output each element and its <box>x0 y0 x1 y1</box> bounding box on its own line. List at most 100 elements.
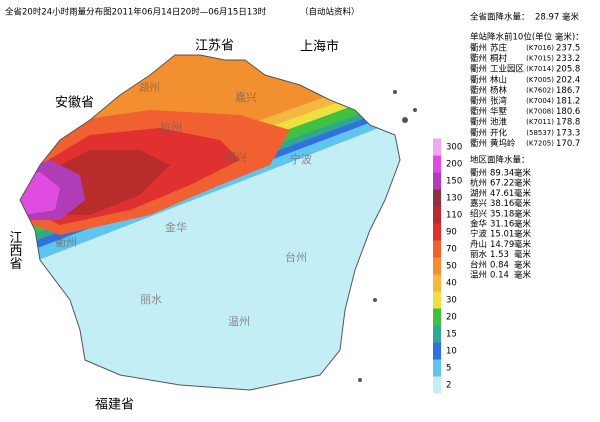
region-unit: 毫米 <box>514 168 532 179</box>
station-id: (K7005) <box>526 76 554 84</box>
station-value: 170.7 <box>556 139 580 149</box>
city-label: 宁波 <box>290 152 312 166</box>
station-city: 衢州 <box>470 85 487 96</box>
city-label: 杭州 <box>160 120 182 134</box>
province-label: 安徽省 <box>55 96 94 111</box>
station-city: 衢州 <box>470 138 487 149</box>
city-label: 温州 <box>228 315 250 328</box>
station-city: 衢州 <box>470 127 487 138</box>
station-city: 衢州 <box>470 74 487 85</box>
city-label: 衢州 <box>55 236 77 249</box>
legend-label: 70 <box>446 245 457 255</box>
station-value: 237.5 <box>556 44 580 54</box>
region-name: 舟山 <box>470 239 487 250</box>
station-value: 178.8 <box>556 118 580 128</box>
legend-label: 300 <box>446 143 462 153</box>
region-name: 嘉兴 <box>470 198 488 209</box>
province-label: 江西省 <box>7 231 23 270</box>
region-name: 衢州 <box>470 168 487 179</box>
station-name: 杨林 <box>490 85 508 96</box>
region-unit: 毫米 <box>514 239 532 250</box>
legend-swatch <box>433 308 441 326</box>
city-label: 嘉兴 <box>235 90 257 104</box>
station-name: 华墅 <box>490 106 508 117</box>
legend-swatch <box>433 223 441 241</box>
station-name: 林山 <box>490 74 507 85</box>
station-value: 180.6 <box>556 107 580 117</box>
station-id: (K7602) <box>526 86 554 94</box>
province-label: 江苏省 <box>195 38 234 54</box>
region-heading: 地区面降水量： <box>470 155 530 166</box>
region-name: 金华 <box>470 219 488 230</box>
legend-label: 20 <box>446 313 457 323</box>
legend-label: 200 <box>446 160 462 170</box>
legend-swatch <box>433 376 441 394</box>
region-unit: 毫米 <box>514 259 532 270</box>
station-value: 205.8 <box>556 65 580 75</box>
legend-label: 150 <box>446 177 462 187</box>
legend-swatch <box>433 240 441 258</box>
city-label: 金华 <box>165 220 187 234</box>
legend-label: 5 <box>446 364 451 374</box>
total-value: 28.97 <box>535 13 559 23</box>
station-name: 开化 <box>490 127 508 138</box>
region-value: 15.01 <box>490 230 514 240</box>
city-label: 台州 <box>285 250 307 264</box>
region-unit: 毫米 <box>514 198 532 209</box>
station-id: (K7004) <box>526 97 554 105</box>
legend-swatch <box>433 155 441 173</box>
station-id: (K7011) <box>526 118 554 126</box>
legend-swatch <box>433 274 441 292</box>
region-value: 0.84 <box>490 260 509 270</box>
islands <box>358 90 417 382</box>
region-unit: 毫米 <box>514 219 532 230</box>
station-city: 衢州 <box>470 64 487 75</box>
legend-swatch <box>433 325 441 343</box>
station-id: (K7014) <box>526 65 554 73</box>
region-value: 31.16 <box>490 220 514 230</box>
region-name: 绍兴 <box>470 208 488 219</box>
legend-label: 130 <box>446 194 462 204</box>
station-value: 181.2 <box>556 97 580 107</box>
city-label: 绍兴 <box>225 150 247 164</box>
legend-swatch <box>433 172 441 190</box>
source-note: （自动站资料） <box>300 7 360 18</box>
station-id: (58537) <box>526 129 554 137</box>
region-value: 89.34 <box>490 169 514 179</box>
legend-swatch <box>433 189 441 207</box>
legend-swatch <box>433 291 441 309</box>
region-name: 宁波 <box>470 229 488 240</box>
region-name: 丽水 <box>470 249 488 260</box>
region-value: 1.53 <box>490 250 509 260</box>
legend-label: 50 <box>446 262 457 272</box>
legend-swatch <box>433 359 441 377</box>
region-unit: 毫米 <box>514 270 532 281</box>
region-name: 湖州 <box>470 189 487 199</box>
station-value: 186.7 <box>556 86 580 96</box>
legend-label: 10 <box>446 347 457 357</box>
region-unit: 毫米 <box>514 178 532 189</box>
station-city: 衢州 <box>470 117 487 128</box>
region-name: 台州 <box>470 259 487 270</box>
region-value: 47.61 <box>490 189 514 199</box>
station-id: (K7016) <box>526 44 554 52</box>
station-name: 苏庄 <box>490 43 508 54</box>
province-label: 上海市 <box>300 39 339 55</box>
legend-label: 30 <box>446 296 457 306</box>
region-name: 温州 <box>470 270 487 281</box>
station-value: 202.4 <box>556 75 580 85</box>
region-value: 14.79 <box>490 240 514 250</box>
legend-swatch <box>433 138 441 156</box>
region-unit: 毫米 <box>514 188 532 199</box>
legend-label: 40 <box>446 279 457 289</box>
legend-label: 110 <box>446 211 462 221</box>
station-city: 衢州 <box>470 53 487 64</box>
rainfall-field <box>20 55 400 390</box>
region-unit: 毫米 <box>514 229 532 240</box>
total-label: 全省面降水量： <box>470 12 530 23</box>
region-unit: 毫米 <box>514 208 532 219</box>
legend-label: 15 <box>446 330 457 340</box>
station-value: 173.3 <box>556 128 580 138</box>
station-name: 黄坞岭 <box>490 138 516 149</box>
region-value: 67.22 <box>490 179 514 189</box>
